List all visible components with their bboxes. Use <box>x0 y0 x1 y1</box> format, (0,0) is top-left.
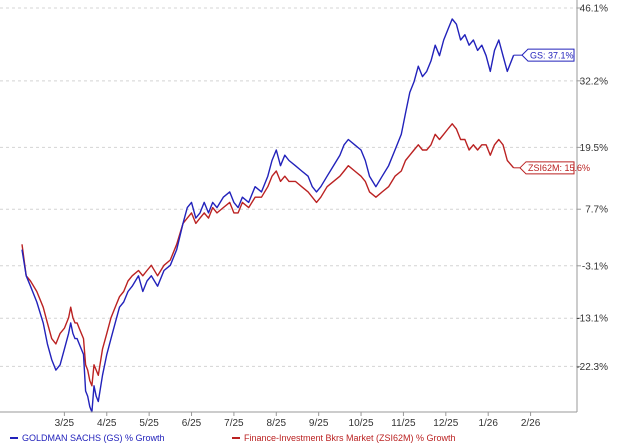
callout-label-0: GS: 37.1% <box>530 50 574 60</box>
y-axis: 46.1% 32.2% 19.5% 7.7% -3.1% -13.1% -22.3% <box>576 4 608 373</box>
x-tick-label-3: 6/25 <box>182 418 202 429</box>
callout-box-0 <box>521 48 575 62</box>
x-tick-label-2: 5/25 <box>139 418 159 429</box>
series-lines <box>21 18 515 413</box>
x-tick-label-7: 10/25 <box>349 418 374 429</box>
y-tick-label-2: 19.5% <box>580 143 608 154</box>
y-tick-label-1: 32.2% <box>580 76 608 87</box>
y-tick-label-0: 46.1% <box>580 4 608 15</box>
x-tick-label-5: 8/25 <box>267 418 287 429</box>
y-tick-label-3: 7.7% <box>585 205 608 216</box>
callouts: GS: 37.1% ZSI62M: 15.6% <box>513 48 590 175</box>
callout-box-1 <box>519 161 575 175</box>
x-tick-label-1: 4/25 <box>97 418 117 429</box>
x-tick-label-4: 7/25 <box>224 418 244 429</box>
x-tick-label-6: 9/25 <box>309 418 329 429</box>
series-line-0 <box>21 18 515 413</box>
x-tick-label-8: 11/25 <box>391 418 416 429</box>
y-tick-label-4: -3.1% <box>582 261 608 272</box>
legend: GOLDMAN SACHS (GS) % Growth Finance-Inves… <box>10 433 456 443</box>
gridlines <box>0 7 577 367</box>
legend-label-0: GOLDMAN SACHS (GS) % Growth <box>22 433 165 443</box>
x-tick-label-9: 12/25 <box>433 418 458 429</box>
callout-label-1: ZSI62M: 15.6% <box>528 163 590 173</box>
y-tick-label-6: -22.3% <box>576 362 608 373</box>
legend-label-1: Finance-Investment Bkrs Market (ZSI62M) … <box>244 433 456 443</box>
x-tick-label-10: 1/26 <box>478 418 498 429</box>
x-tick-label-11: 2/26 <box>521 418 541 429</box>
x-axis: 3/25 4/25 5/25 6/25 7/25 8/25 9/25 10/25 11/25 12… <box>55 412 541 429</box>
series-line-1 <box>21 123 515 387</box>
y-tick-label-5: -13.1% <box>576 314 608 325</box>
x-tick-label-0: 3/25 <box>55 418 75 429</box>
